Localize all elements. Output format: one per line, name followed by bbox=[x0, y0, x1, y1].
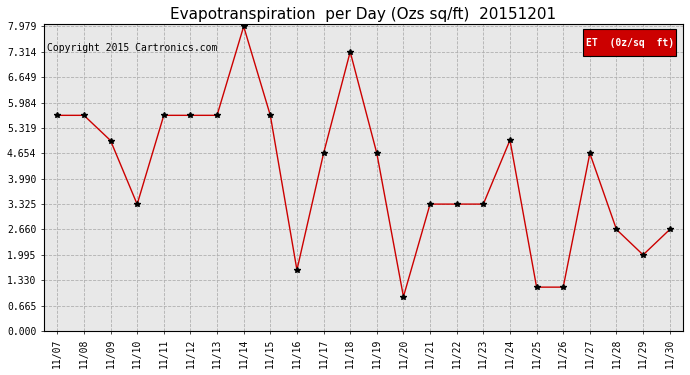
Text: ET  (0z/sq  ft): ET (0z/sq ft) bbox=[586, 38, 673, 48]
Title: Evapotranspiration  per Day (Ozs sq/ft)  20151201: Evapotranspiration per Day (Ozs sq/ft) 2… bbox=[170, 7, 557, 22]
Text: Copyright 2015 Cartronics.com: Copyright 2015 Cartronics.com bbox=[48, 43, 218, 53]
